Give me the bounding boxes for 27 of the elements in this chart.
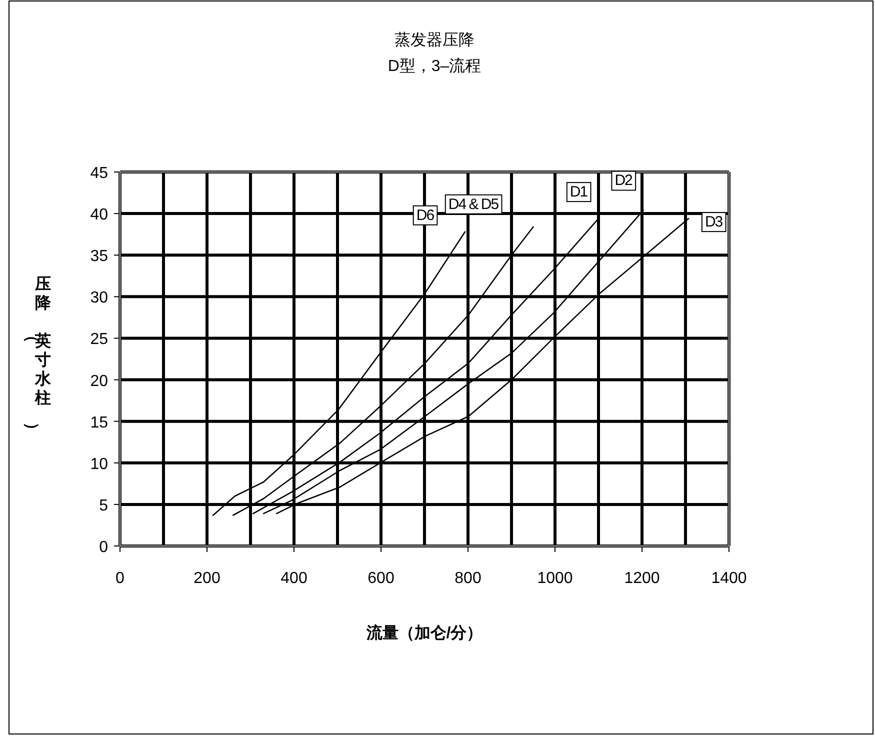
x-tick-label: 1400 [711, 570, 747, 587]
y-tick-label: 30 [90, 290, 108, 307]
y-axis-title: 压降（英寸水柱） [23, 276, 52, 438]
chart-subtitle: D型，3–流程 [388, 57, 482, 75]
y-tick-label: 25 [90, 331, 108, 348]
x-tick-label: 1200 [624, 570, 660, 587]
x-tick-label: 0 [116, 570, 125, 587]
series-label: D2 [614, 172, 633, 190]
x-tick-label: 800 [454, 570, 482, 587]
y-tick-label: 40 [90, 206, 108, 224]
series-label: D1 [570, 184, 588, 201]
x-axis-title: 流量（加仑/分） [365, 623, 483, 642]
series-label: D3 [704, 214, 723, 231]
chart-title: 蒸发器压降 [394, 31, 474, 49]
y-tick-label: 10 [90, 456, 108, 473]
y-tick-label: 20 [90, 372, 108, 390]
text: D6 [416, 206, 434, 224]
y-tick-label: 0 [99, 539, 108, 556]
y-tick-label: 15 [90, 414, 108, 432]
x-tick-label: 600 [368, 570, 394, 587]
y-tick-label: 45 [90, 165, 108, 182]
x-tick-label: 200 [194, 570, 220, 587]
x-tick-label: 400 [280, 570, 308, 587]
y-tick-label: 5 [99, 497, 108, 514]
x-tick-label: 1000 [537, 570, 573, 587]
text: D4 & D5 [448, 196, 499, 213]
y-tick-label: 35 [90, 248, 108, 266]
